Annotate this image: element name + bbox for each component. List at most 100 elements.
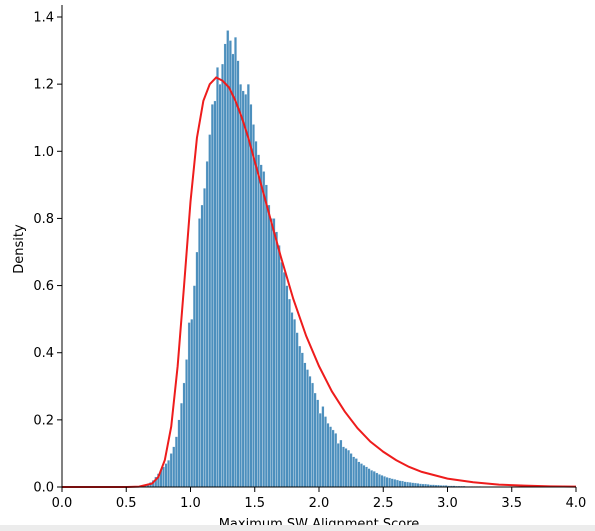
histogram-bar	[408, 482, 412, 488]
histogram-bar	[295, 332, 299, 488]
histogram-bar	[172, 446, 176, 488]
y-axis-ticks: 0.0 0.2 0.4 0.6 0.8 1.0 1.2 1.4	[33, 11, 62, 496]
histogram-bar	[262, 171, 266, 488]
histogram-bar	[390, 478, 394, 488]
histogram-bar	[311, 382, 315, 488]
histogram-bar	[226, 30, 230, 488]
histogram-bar	[344, 448, 348, 488]
histogram-bar	[334, 433, 338, 488]
histogram-bar	[174, 436, 178, 488]
histogram-bar	[187, 322, 191, 488]
y-tick-label: 1.2	[33, 78, 54, 93]
fitted-density-curve	[62, 76, 577, 488]
x-axis-ticks: 0.0 0.5 1.0 1.5 2.0 2.5 3.0 3.5 4.0	[52, 487, 587, 511]
y-tick-label: 1.4	[33, 11, 54, 26]
histogram-bar	[216, 67, 219, 488]
histogram-bar	[383, 476, 386, 488]
histogram-bar	[377, 474, 381, 488]
x-tick-label: 0.5	[116, 496, 137, 511]
histogram-bar	[205, 161, 209, 488]
histogram-bar	[413, 482, 417, 488]
histogram-bar	[321, 406, 325, 488]
histogram-bar	[210, 104, 214, 488]
histogram-bar	[352, 456, 356, 488]
histogram-bar	[177, 419, 181, 488]
histogram-bar	[236, 60, 240, 488]
histogram-bar	[393, 479, 397, 488]
histogram-bar	[385, 477, 389, 488]
histogram-bar	[277, 245, 281, 488]
histogram-bar	[203, 188, 207, 488]
y-tick-label: 0.8	[33, 212, 54, 227]
histogram-bar	[362, 465, 366, 488]
histogram-bar	[228, 40, 232, 488]
histogram-bar	[357, 461, 361, 488]
histogram-bar	[416, 483, 420, 488]
x-tick-label: 2.0	[309, 496, 330, 511]
histogram-bar	[167, 459, 171, 488]
y-tick-label: 0.0	[33, 481, 54, 496]
histogram-bar	[403, 481, 407, 488]
histogram-bar	[305, 369, 309, 488]
x-tick-label: 1.5	[244, 496, 265, 511]
histogram-bar	[223, 43, 227, 488]
histogram-bar	[192, 285, 196, 488]
histogram-bar	[300, 352, 304, 488]
histogram-bar	[339, 439, 343, 488]
histogram-bar	[267, 204, 271, 488]
histogram-bar	[406, 481, 410, 488]
x-tick-label: 3.0	[437, 496, 458, 511]
histogram-bar	[180, 402, 183, 488]
histogram-bar	[244, 94, 248, 488]
histogram-bar	[380, 475, 384, 488]
histogram-bar	[200, 204, 204, 488]
histogram-bar	[275, 231, 279, 488]
histogram-bar	[411, 482, 415, 488]
histogram-bar	[347, 449, 350, 488]
histogram-bar	[367, 468, 371, 488]
histogram-bar	[388, 477, 392, 488]
histogram-bar	[218, 83, 222, 488]
histogram-bar	[318, 412, 322, 488]
histogram-bar	[288, 298, 291, 488]
histogram-bar	[359, 463, 363, 488]
histogram-bar	[398, 480, 402, 488]
histogram-bar	[270, 218, 273, 488]
y-tick-label: 1.0	[33, 145, 54, 160]
histogram-bar	[313, 392, 317, 488]
x-tick-label: 4.0	[566, 496, 587, 511]
histogram-bar	[254, 141, 258, 488]
histogram-bar	[195, 251, 199, 488]
histogram-bar	[239, 83, 243, 488]
histogram-bar	[372, 471, 376, 488]
histogram-bar	[231, 53, 235, 488]
window-footer-strip	[0, 525, 595, 531]
histogram-bar	[252, 124, 255, 488]
histogram-bar	[419, 483, 422, 488]
y-tick-label: 0.4	[33, 346, 54, 361]
histogram-bar	[162, 466, 165, 488]
histogram-bars	[136, 30, 512, 488]
x-tick-label: 1.0	[180, 496, 201, 511]
x-tick-label: 3.5	[501, 496, 522, 511]
histogram-bar	[182, 382, 186, 488]
histogram-bar	[365, 466, 368, 488]
histogram-bar	[349, 453, 353, 488]
histogram-bar	[298, 345, 302, 488]
histogram-bar	[272, 218, 276, 488]
histogram-bar	[336, 443, 340, 488]
histogram-bar	[370, 470, 374, 488]
histogram-bar	[303, 362, 307, 488]
histogram-bar	[249, 104, 253, 488]
histogram-bar	[282, 271, 286, 488]
histogram-bar	[329, 426, 332, 488]
histogram-bar	[395, 479, 399, 488]
histogram-bar	[190, 318, 194, 488]
histogram-bar	[257, 154, 261, 488]
histogram-bar	[198, 218, 201, 488]
histogram-bar	[308, 376, 312, 488]
histogram-bar	[169, 453, 173, 488]
x-tick-label: 0.0	[52, 496, 73, 511]
y-axis-label: Density	[12, 224, 27, 274]
